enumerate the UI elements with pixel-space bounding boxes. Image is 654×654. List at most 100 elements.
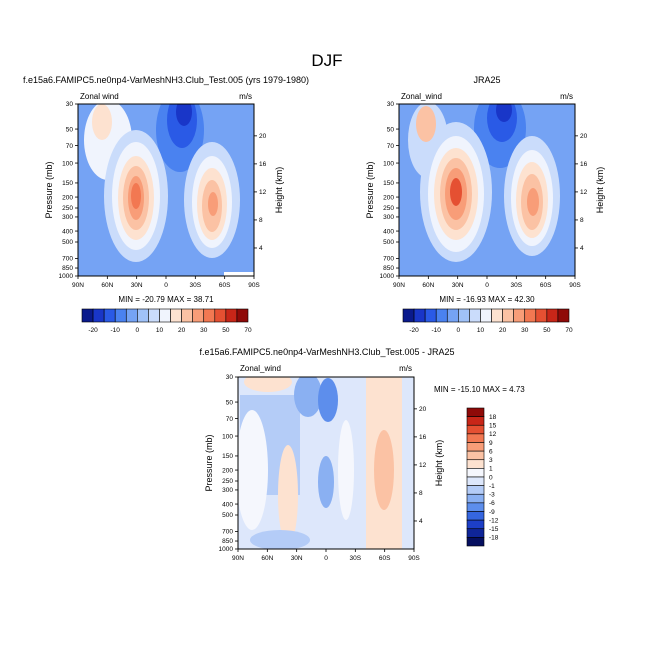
- height-tick-label: 16: [580, 161, 588, 168]
- colorbar-box: [446, 308, 459, 323]
- y-tick-label: 200: [383, 194, 394, 201]
- y-tick-label: 150: [222, 453, 233, 460]
- height-tick-label: 4: [419, 518, 423, 525]
- contour-zero-eq: [338, 420, 354, 520]
- colorbar-label: 10: [477, 327, 485, 334]
- colorbar-box: [466, 450, 485, 461]
- x-tick-label: 30N: [452, 282, 464, 289]
- colorbar-label: 6: [489, 448, 493, 455]
- y-tick-label: 30: [387, 101, 395, 108]
- y-axis-title: Pressure (mb): [365, 161, 375, 218]
- colorbar-box: [466, 459, 485, 469]
- colorbar-box: [524, 308, 537, 323]
- y-axis-title-right: Height (km): [595, 167, 605, 214]
- x-tick-label: 90N: [393, 282, 405, 289]
- x-tick-label: 90N: [232, 555, 244, 562]
- colorbar-box: [203, 308, 216, 323]
- height-tick-label: 8: [419, 490, 423, 497]
- colorbar-label: -1: [489, 483, 495, 490]
- panel-obs-stats: MIN = -16.93 MAX = 42.30: [439, 295, 535, 304]
- colorbar-label: 12: [489, 431, 497, 438]
- y-tick-label: 30: [66, 101, 74, 108]
- panel-diff-title: f.e15a6.FAMIPC5.ne0np4-VarMeshNH3.Club_T…: [200, 347, 455, 357]
- colorbar-label: -18: [489, 535, 499, 542]
- y-tick-label: 50: [66, 126, 74, 133]
- panel-diff-axes: 90N 60N 30N 0 30S 60S 90S 30 50 70 100 150 200 250 300…: [204, 374, 444, 562]
- colorbar-label: 3: [489, 457, 493, 464]
- height-tick-label: 16: [259, 161, 267, 168]
- contour-sh-jet-core: [208, 192, 218, 216]
- contour-nh-jet-core: [131, 183, 141, 209]
- y-axis-title: Pressure (mb): [44, 161, 54, 218]
- height-tick-label: 4: [580, 245, 584, 252]
- colorbar-box: [466, 442, 485, 452]
- y-tick-label: 70: [66, 143, 74, 150]
- panel-obs-units: m/s: [560, 92, 573, 101]
- panel-diff-left-string: Zonal_wind: [240, 364, 281, 373]
- panel-model-title: f.e15a6.FAMIPC5.ne0np4-VarMeshNH3.Club_T…: [23, 75, 309, 85]
- colorbar-box: [81, 308, 94, 323]
- y-tick-label: 1000: [219, 546, 234, 553]
- y-tick-label: 200: [62, 194, 73, 201]
- panel-model-axes: 90N 60N 30N 0 30S 60S 90S 30 50 70 100 150 200 250 300…: [44, 101, 284, 289]
- colorbar-box: [225, 308, 238, 323]
- y-tick-label: 300: [62, 214, 73, 221]
- y-tick-label: 500: [62, 239, 73, 246]
- colorbar-box: [466, 485, 485, 495]
- y-tick-label: 300: [222, 487, 233, 494]
- x-tick-label: 30N: [291, 555, 303, 562]
- x-tick-label: 30N: [131, 282, 143, 289]
- colorbar-obs: -20 -10 0 10 20 30 50 70: [402, 308, 573, 334]
- colorbar-box: [546, 308, 559, 323]
- y-tick-label: 100: [222, 433, 233, 440]
- contour-neg-upper-1: [294, 377, 322, 417]
- colorbar-label: -3: [489, 492, 495, 499]
- colorbar-box: [170, 308, 182, 323]
- y-tick-label: 70: [387, 143, 395, 150]
- colorbar-box: [466, 502, 485, 512]
- y-tick-label: 250: [222, 478, 233, 485]
- colorbar-box: [502, 308, 514, 323]
- y-tick-label: 70: [226, 416, 234, 423]
- panel-obs-field: [399, 104, 575, 276]
- y-tick-label: 250: [383, 205, 394, 212]
- contour-easterly-core: [496, 104, 512, 122]
- y-tick-label: 50: [226, 399, 234, 406]
- x-tick-label: 30S: [511, 282, 523, 289]
- x-tick-label: 30S: [190, 282, 202, 289]
- colorbar-box: [103, 308, 116, 323]
- y-tick-label: 400: [62, 228, 73, 235]
- panel-model-left-string: Zonal wind: [80, 92, 119, 101]
- colorbar-box: [137, 308, 149, 323]
- y-tick-label: 1000: [380, 273, 395, 280]
- colorbar-label: -15: [489, 526, 499, 533]
- colorbar-label: 0: [136, 327, 140, 334]
- height-tick-label: 8: [580, 217, 584, 224]
- colorbar-box: [480, 308, 492, 323]
- x-tick-label: 90S: [248, 282, 260, 289]
- contour-nh-upper-warm: [416, 106, 436, 142]
- x-tick-label: 60S: [379, 555, 391, 562]
- contour-neg-upper-2: [318, 378, 338, 422]
- x-tick-label: 90S: [569, 282, 581, 289]
- colorbar-box: [236, 308, 249, 323]
- y-axis-title-right: Height (km): [434, 440, 444, 487]
- panel-obs: JRA25 Zonal_wind m/s 90N 60N 30N 0 30S 60S 90S…: [365, 75, 605, 304]
- x-tick-label: 0: [485, 282, 489, 289]
- colorbar-label: 50: [222, 327, 230, 334]
- contour-easterly-core: [176, 104, 192, 126]
- colorbar-box: [159, 308, 171, 323]
- colorbar-box: [466, 468, 485, 478]
- colorbar-label: 20: [499, 327, 507, 334]
- contour-sh-jet-core: [527, 188, 539, 216]
- colorbar-label: -10: [110, 327, 120, 334]
- colorbar-box: [557, 308, 570, 323]
- height-tick-label: 20: [419, 406, 427, 413]
- y-tick-label: 30: [226, 374, 234, 381]
- colorbar-box: [424, 308, 437, 323]
- x-tick-label: 90S: [408, 555, 420, 562]
- y-tick-label: 200: [222, 467, 233, 474]
- panel-diff-stats: MIN = -15.10 MAX = 4.73: [434, 385, 525, 394]
- colorbar-box: [466, 407, 485, 417]
- colorbar-label: 9: [489, 440, 493, 447]
